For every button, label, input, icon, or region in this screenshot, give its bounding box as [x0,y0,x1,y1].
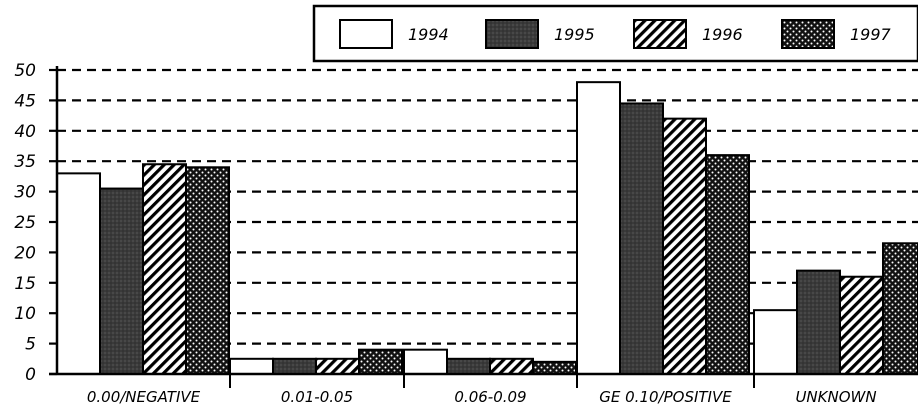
legend-label: 1994 [408,25,449,44]
legend-swatch [781,19,835,49]
y-tick-label: 5 [25,335,36,355]
bar-1997-2 [532,360,577,375]
bar-1995-0 [99,187,144,375]
bar-1995-1 [272,357,317,375]
bar-1994-3 [576,81,621,375]
category-label: 0.01-0.05 [281,388,353,406]
bar-1995-2 [446,357,491,375]
bar-1997-4 [882,242,918,375]
legend: 1994 1995 1996 1997 [312,4,918,63]
legend-item-1994: 1994 [339,19,449,49]
y-tick-label: 20 [14,243,36,263]
category-label: GE 0.10/POSITIVE [599,388,732,406]
bar-group [229,348,403,375]
bar-group [56,163,230,375]
y-tick-label: 40 [14,122,36,142]
bar-1996-3 [662,117,707,375]
bar-1996-4 [839,275,884,375]
bar-1994-1 [229,357,274,375]
legend-item-1995: 1995 [485,19,595,49]
y-tick-label: 25 [14,213,36,233]
bar-group [576,81,750,375]
legend-label: 1995 [554,25,595,44]
bar-1994-4 [753,309,798,376]
y-tick-label: 45 [14,91,36,111]
bar-1995-3 [619,102,664,375]
category-label: 0.00/NEGATIVE [87,388,201,406]
bar-1995-4 [796,269,841,376]
bar-1997-3 [705,154,750,375]
category-label: UNKNOWN [795,388,876,406]
bars [56,81,918,376]
legend-label: 1997 [850,25,892,44]
y-tick-label: 0 [25,365,36,385]
y-tick-label: 30 [14,183,36,203]
legend-swatch [633,19,687,49]
bar-1996-2 [489,357,534,375]
axes: 0 5 10 15 20 25 30 35 40 45 50 0.00/NEGATIVE 0.01-0.… [14,61,918,406]
bar-1996-0 [142,163,187,375]
legend-swatch [339,19,393,49]
legend-item-1996: 1996 [633,19,743,49]
legend-item-1997: 1997 [781,19,892,49]
category-label: 0.06-0.09 [454,388,526,406]
y-tick-label: 15 [14,274,36,294]
y-tick-label: 50 [14,61,36,81]
y-tick-label: 35 [14,152,36,172]
y-tick-label: 10 [14,304,36,324]
bar-1997-1 [358,348,403,375]
legend-swatch [485,19,539,49]
bar-group [753,242,918,376]
bar-1994-2 [403,348,448,375]
bar-1997-0 [185,166,230,375]
bar-1994-0 [56,172,101,375]
bar-1996-1 [315,357,360,375]
bar-group [403,348,577,375]
legend-label: 1996 [702,25,743,44]
